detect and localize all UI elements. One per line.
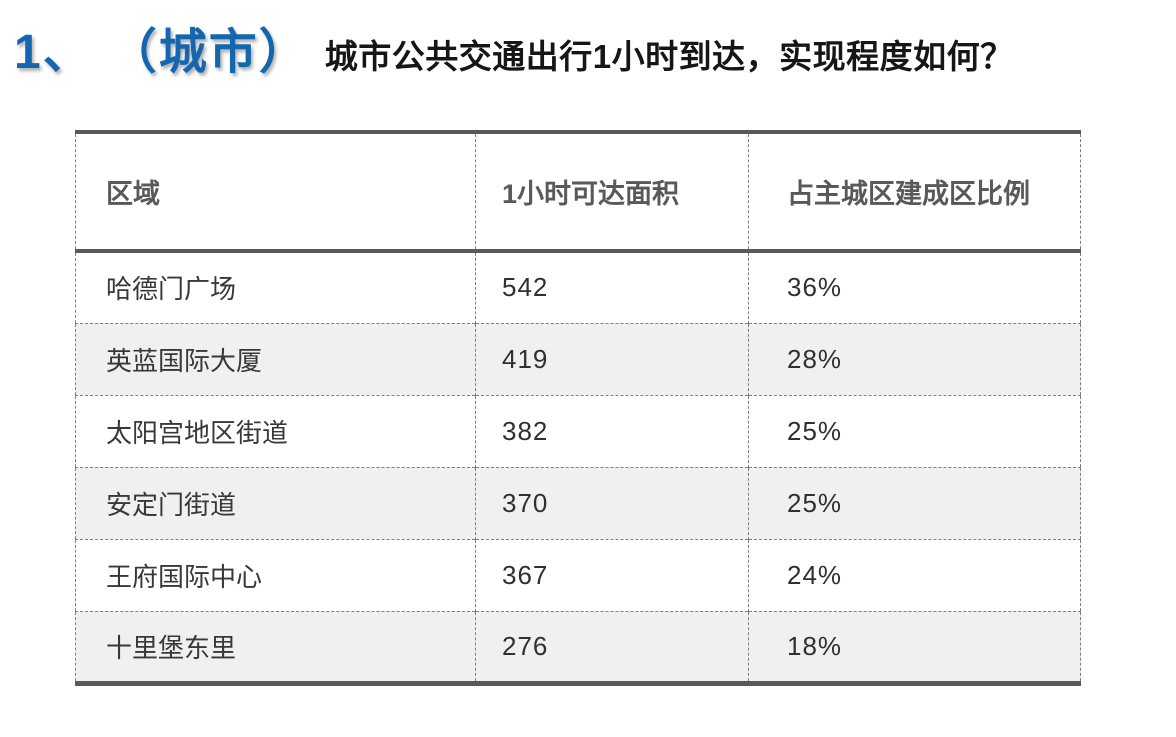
cell-ratio: 36% (748, 251, 1081, 323)
cell-region: 十里堡东里 (75, 610, 476, 683)
reachability-table: 区域 1小时可达面积 占主城区建成区比例 哈德门广场 542 36% 英蓝国际大… (75, 130, 1081, 686)
table-header: 区域 1小时可达面积 占主城区建成区比例 (75, 132, 1081, 253)
cell-region: 哈德门广场 (75, 251, 476, 323)
title-number: 1、 (14, 26, 93, 79)
cell-area: 542 (475, 251, 749, 323)
table-row: 哈德门广场 542 36% (75, 251, 1081, 323)
cell-area: 382 (475, 394, 749, 467)
reachability-table-container: 区域 1小时可达面积 占主城区建成区比例 哈德门广场 542 36% 英蓝国际大… (75, 130, 1081, 686)
title-category-tag: （城市） (108, 26, 309, 79)
title-question: 城市公共交通出行1小时到达，实现程度如何？ (324, 38, 1014, 75)
page-title: 1、 （城市） 城市公共交通出行1小时到达，实现程度如何？ (14, 12, 1014, 82)
cell-region: 英蓝国际大厦 (75, 322, 476, 395)
cell-ratio: 28% (748, 322, 1081, 395)
table-row: 英蓝国际大厦 419 28% (75, 322, 1081, 395)
table-row: 太阳宫地区街道 382 25% (75, 394, 1081, 467)
header-region: 区域 (75, 132, 476, 253)
table-header-row: 区域 1小时可达面积 占主城区建成区比例 (75, 132, 1081, 253)
cell-area: 419 (475, 322, 749, 395)
cell-region: 太阳宫地区街道 (75, 394, 476, 467)
table-row: 安定门街道 370 25% (75, 466, 1081, 539)
cell-ratio: 18% (748, 610, 1081, 683)
cell-ratio: 24% (748, 538, 1081, 611)
cell-region: 安定门街道 (75, 466, 476, 539)
header-area: 1小时可达面积 (475, 132, 749, 253)
cell-ratio: 25% (748, 394, 1081, 467)
cell-area: 367 (475, 538, 749, 611)
cell-area: 370 (475, 466, 749, 539)
cell-area: 276 (475, 610, 749, 683)
cell-ratio: 25% (748, 466, 1081, 539)
cell-region: 王府国际中心 (75, 538, 476, 611)
table-row: 十里堡东里 276 18% (75, 610, 1081, 683)
table-row: 王府国际中心 367 24% (75, 538, 1081, 611)
header-ratio: 占主城区建成区比例 (748, 132, 1081, 253)
table-body: 哈德门广场 542 36% 英蓝国际大厦 419 28% 太阳宫地区街道 382… (75, 251, 1081, 683)
